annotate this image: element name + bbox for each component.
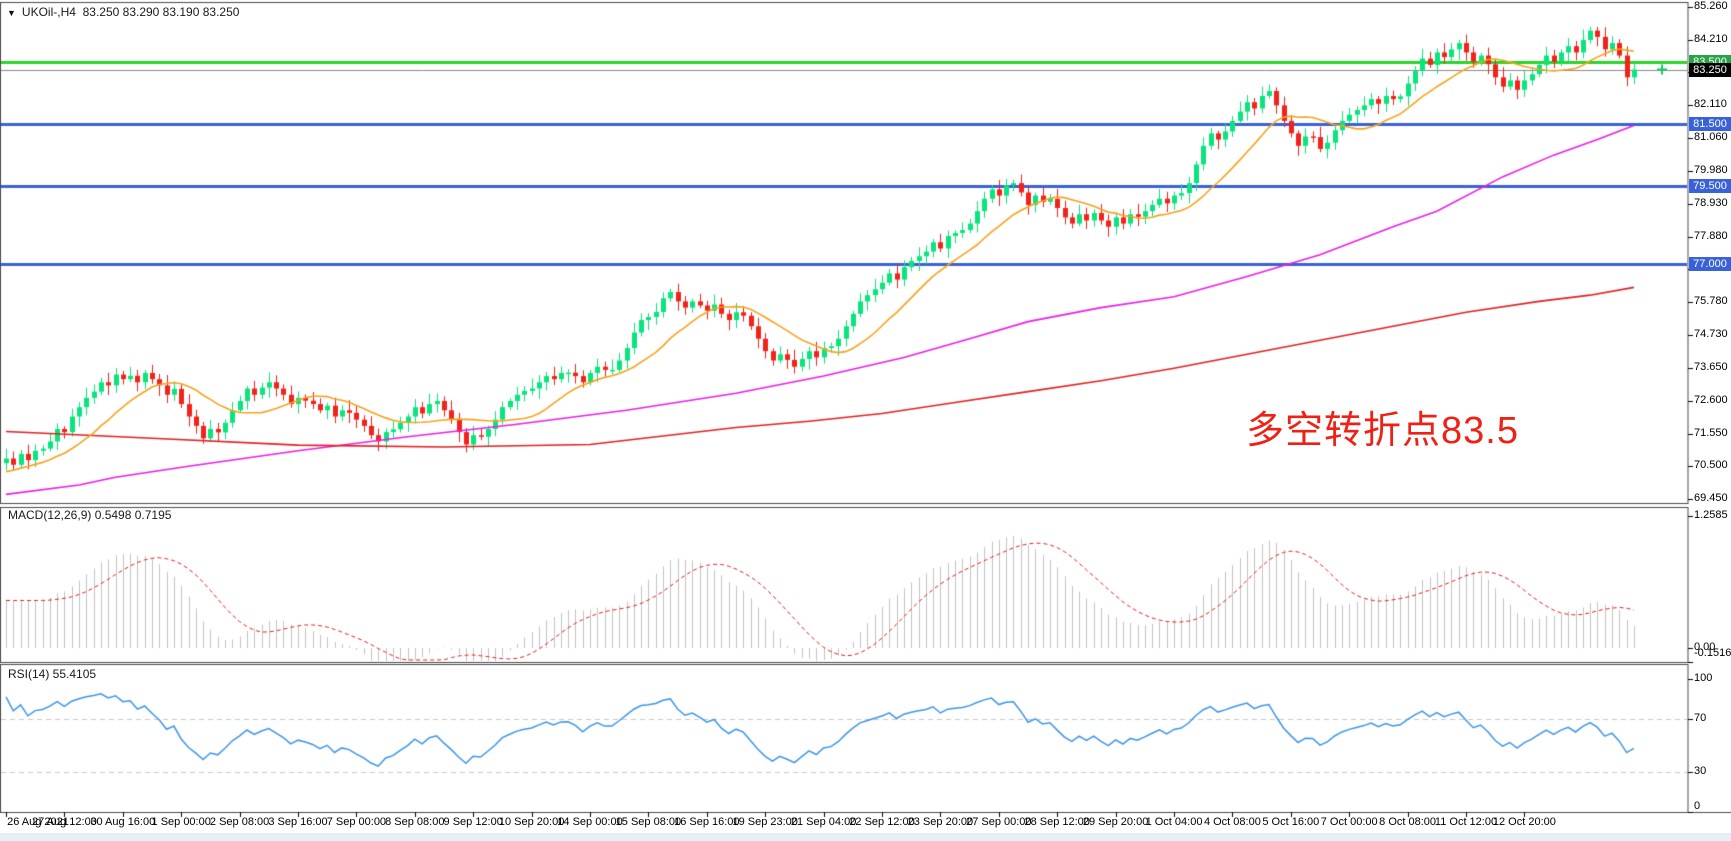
time-axis-label: 9 Sep 12:00 <box>443 816 503 828</box>
price-axis-label: 82.110 <box>1694 98 1727 111</box>
price-axis-label: 69.450 <box>1694 492 1728 504</box>
time-axis-label: 29 Sep 20:00 <box>1082 816 1149 828</box>
time-axis-label: 10 Sep 20:00 <box>498 816 565 828</box>
price-level-badge: 83.250 <box>1689 62 1731 77</box>
price-axis-label: 79.980 <box>1694 164 1728 177</box>
time-axis-label: 14 Sep 00:00 <box>557 816 623 828</box>
symbol-dropdown-icon[interactable]: ▼ <box>7 8 16 18</box>
macd-axis-label: -0.1516 <box>1694 647 1731 659</box>
macd-axis-label: 1.2585 <box>1694 508 1728 521</box>
time-axis-label: 11 Oct 12:00 <box>1434 816 1498 828</box>
macd-axis-label: 0.00 <box>1694 641 1716 653</box>
rsi-indicator-label: RSI(14) 55.4105 <box>8 667 97 681</box>
price-level-badge: 77.000 <box>1689 257 1731 272</box>
time-axis-label: 23 Sep 20:00 <box>907 816 974 828</box>
time-axis-label: 1 Sep 00:00 <box>151 816 211 828</box>
time-axis-label: 8 Oct 08:00 <box>1379 816 1437 828</box>
time-axis-label: 19 Sep 23:00 <box>732 816 798 828</box>
price-axis-label: 85.260 <box>1694 0 1728 12</box>
time-axis-label: 22 Sep 12:00 <box>849 816 915 828</box>
time-axis-label: 8 Sep 08:00 <box>385 816 445 828</box>
price-axis-label: 77.880 <box>1694 229 1728 242</box>
time-axis-label: 12 Oct 20:00 <box>1492 816 1556 828</box>
price-axis-label: 73.650 <box>1694 361 1728 374</box>
price-axis-label: 74.730 <box>1694 327 1728 340</box>
ohlc-readout: 83.250 83.290 83.190 83.250 <box>82 5 240 19</box>
time-axis-label: 4 Oct 08:00 <box>1203 816 1261 828</box>
price-level-badge: 81.500 <box>1689 117 1731 131</box>
time-axis-label: 1 Oct 04:00 <box>1145 816 1203 828</box>
time-axis-label: 7 Sep 00:00 <box>326 816 387 828</box>
rsi-axis-label: 0 <box>1694 800 1701 812</box>
rsi-axis-label: 70 <box>1694 711 1707 724</box>
chart-title: ▼ UKOil-,H4 83.250 83.290 83.190 83.250 <box>7 5 239 19</box>
time-axis-label: 5 Oct 16:00 <box>1262 816 1320 828</box>
time-axis-label: 2 Sep 08:00 <box>209 816 270 828</box>
price-level-badge: 79.500 <box>1689 179 1731 194</box>
time-axis-label: 3 Sep 16:00 <box>268 816 328 828</box>
price-axis-label: 75.780 <box>1694 295 1728 307</box>
time-axis-label: 15 Sep 08:00 <box>615 816 682 828</box>
rsi-axis-label: 30 <box>1694 765 1707 778</box>
price-axis-label: 78.930 <box>1694 196 1728 209</box>
symbol-name: UKOil-,H4 <box>21 5 76 19</box>
price-axis-label: 71.550 <box>1694 426 1728 439</box>
chart-annotation-text: 多空转折点83.5 <box>1246 410 1519 452</box>
bottom-strip <box>0 833 1731 841</box>
time-axis-label: 27 Sep 00:00 <box>966 816 1032 828</box>
time-axis-label: 26 Aug 2021 <box>7 816 69 828</box>
time-axis-label: 27 Aug 12:00 <box>31 816 97 828</box>
macd-indicator-label: MACD(12,26,9) 0.5498 0.7195 <box>8 508 172 522</box>
price-axis-label: 72.600 <box>1694 393 1728 406</box>
time-axis-label: 30 Aug 16:00 <box>90 816 156 828</box>
time-axis-label: 21 Sep 04:00 <box>790 816 857 828</box>
time-axis-label: 7 Oct 00:00 <box>1320 816 1378 828</box>
price-axis-label: 81.060 <box>1694 130 1728 143</box>
rsi-axis-label: 100 <box>1694 672 1713 684</box>
price-axis-label: 84.210 <box>1694 32 1728 45</box>
time-axis-label: 28 Sep 12:00 <box>1024 816 1090 828</box>
price-axis-label: 70.500 <box>1694 459 1728 472</box>
time-axis-label: 16 Sep 16:00 <box>674 816 740 828</box>
